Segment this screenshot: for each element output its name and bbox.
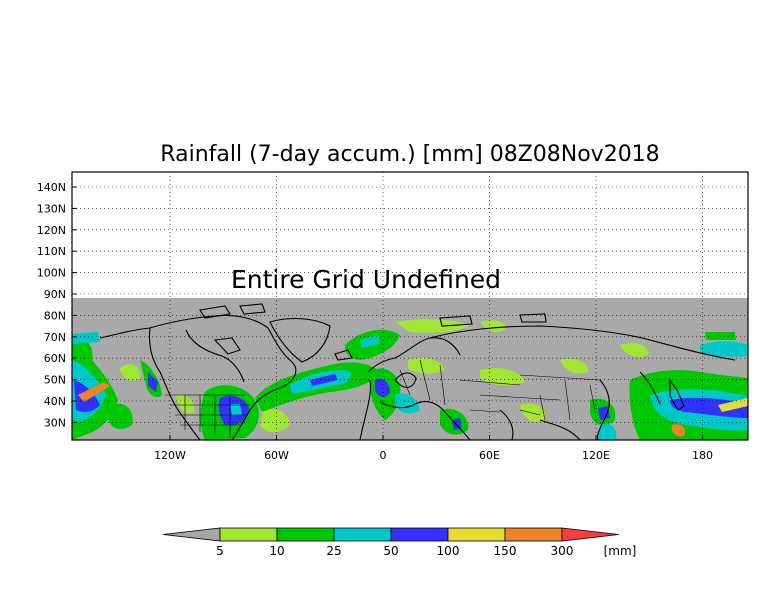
colorbar-label: 5 [216,544,224,558]
colorbar-segment [504,527,563,542]
lat-tick-label: 100N [37,267,66,280]
colorbar-segment-above [561,527,620,542]
colorbar-segment [333,527,392,542]
lat-tick-label: 80N [44,309,66,322]
rainfall-field [72,319,748,440]
lon-tick-label: 180 [692,449,713,462]
colorbar-label: 50 [383,544,398,558]
borders [165,359,601,438]
undefined-grid-overlay: Entire Grid Undefined [231,265,501,294]
colorbar: 5 10 25 50 100 150 300 [162,527,620,558]
latitude-axis: 140N 130N 120N 110N 100N 90N 80N 70N 60N 50N 40N 30… [37,181,77,429]
colorbar-segment [390,527,449,542]
colorbar-label: 25 [326,544,341,558]
colorbar-label: 100 [437,544,460,558]
lat-tick-label: 110N [37,245,66,258]
lon-tick-label: 60E [479,449,500,462]
colorbar-label: 10 [269,544,284,558]
lat-tick-label: 130N [37,202,66,215]
lat-tick-label: 30N [44,416,66,429]
lon-tick-label: 0 [380,449,387,462]
lon-tick-label: 60W [264,449,289,462]
map-title: Rainfall (7-day accum.) [mm] 08Z08Nov201… [160,142,659,167]
lat-tick-label: 50N [44,374,66,387]
grid-lines [72,172,748,440]
colorbar-label: 300 [551,544,574,558]
lon-tick-label: 120W [154,449,186,462]
plot-border [71,171,749,441]
lat-tick-label: 40N [44,395,66,408]
colorbar-segment [219,527,278,542]
colorbar-label: 150 [494,544,517,558]
lat-tick-label: 90N [44,288,66,301]
lat-tick-label: 70N [44,331,66,344]
longitude-axis: 120W 60W 0 60E 120E 180 [154,435,713,462]
lat-tick-label: 120N [37,224,66,237]
lat-tick-label: 60N [44,352,66,365]
colorbar-segment-below [162,527,221,542]
lon-tick-label: 120E [582,449,610,462]
colorbar-segment [276,527,335,542]
colorbar-segment [447,527,506,542]
lat-tick-label: 140N [37,181,66,194]
colorbar-unit-label: [mm] [604,544,637,558]
